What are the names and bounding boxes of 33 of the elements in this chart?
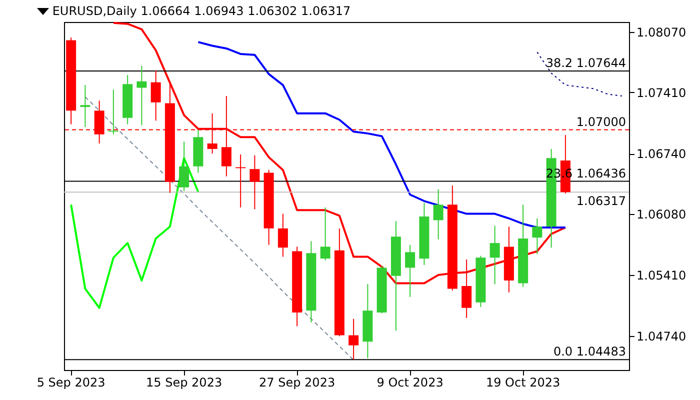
candlestick [532, 218, 542, 254]
line-series [84, 96, 354, 360]
y-tick-label: 1.06080 [636, 207, 686, 222]
candlestick [108, 89, 118, 135]
ref-line-label: 1.07000 [576, 114, 626, 129]
ref-line-label: 1.06317 [576, 194, 626, 208]
ref-line-label: 38.2 1.07644 [546, 56, 626, 70]
ref-line-label: 23.6 1.06436 [546, 166, 626, 180]
candlestick [320, 206, 330, 261]
candlestick [250, 154, 260, 210]
line-series [70, 157, 200, 309]
candlestick [80, 84, 90, 128]
candlestick [236, 154, 246, 208]
candlestick [179, 141, 190, 192]
y-tick-label: 1.07410 [636, 86, 686, 100]
x-tick-label: 9 Oct 2023 [376, 376, 444, 390]
candlestick [490, 225, 500, 285]
candlestick [136, 65, 147, 126]
y-tick-label: 1.05410 [636, 268, 686, 283]
candlestick [405, 244, 416, 298]
candlestick [278, 213, 288, 258]
ref-line-label: 0.0 1.04483 [553, 344, 626, 359]
y-tick-label: 1.04740 [636, 330, 686, 344]
y-tick-label: 1.06740 [636, 147, 686, 162]
x-tick-label: 27 Sep 2023 [259, 376, 336, 390]
candlestick [433, 188, 444, 240]
x-tick-label: 19 Oct 2023 [486, 376, 560, 390]
chart-title: EURUSD,Daily 1.06664 1.06943 1.06302 1.06317 [52, 4, 351, 18]
x-tick-label: 15 Sep 2023 [146, 376, 222, 390]
candlestick [150, 70, 161, 122]
x-tick-label: 5 Sep 2023 [36, 376, 106, 390]
candlestick [348, 318, 359, 360]
y-tick-label: 1.08070 [636, 26, 686, 40]
